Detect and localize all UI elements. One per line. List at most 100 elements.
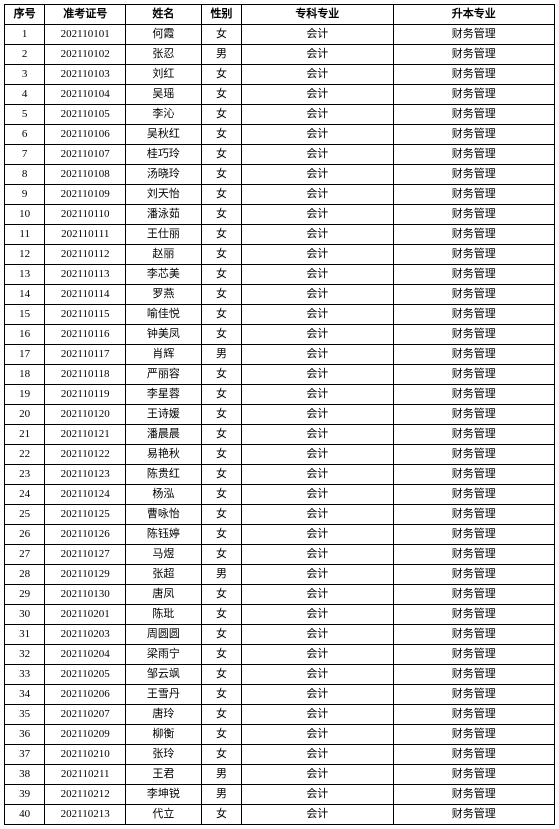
cell-seq: 10 (5, 205, 45, 225)
cell-major2: 财务管理 (393, 525, 555, 545)
cell-name: 柳衡 (126, 725, 202, 745)
table-row: 36202110209柳衡女会计财务管理 (5, 725, 555, 745)
cell-name: 王雪丹 (126, 685, 202, 705)
cell-major2: 财务管理 (393, 185, 555, 205)
cell-seq: 17 (5, 345, 45, 365)
cell-gender: 女 (201, 485, 241, 505)
cell-seq: 34 (5, 685, 45, 705)
cell-seq: 39 (5, 785, 45, 805)
cell-gender: 女 (201, 425, 241, 445)
cell-major1: 会计 (242, 145, 393, 165)
cell-gender: 女 (201, 465, 241, 485)
cell-seq: 28 (5, 565, 45, 585)
cell-major1: 会计 (242, 525, 393, 545)
cell-major2: 财务管理 (393, 805, 555, 825)
table-row: 21202110121潘晨晨女会计财务管理 (5, 425, 555, 445)
cell-name: 邹云飒 (126, 665, 202, 685)
cell-major2: 财务管理 (393, 545, 555, 565)
cell-seq: 29 (5, 585, 45, 605)
table-row: 19202110119李星蓉女会计财务管理 (5, 385, 555, 405)
cell-major1: 会计 (242, 265, 393, 285)
cell-gender: 女 (201, 725, 241, 745)
cell-major1: 会计 (242, 385, 393, 405)
cell-seq: 35 (5, 705, 45, 725)
table-row: 40202110213代立女会计财务管理 (5, 805, 555, 825)
cell-seq: 36 (5, 725, 45, 745)
cell-major1: 会计 (242, 405, 393, 425)
cell-gender: 女 (201, 145, 241, 165)
cell-gender: 女 (201, 385, 241, 405)
cell-gender: 女 (201, 245, 241, 265)
cell-examId: 202110127 (45, 545, 126, 565)
cell-examId: 202110112 (45, 245, 126, 265)
cell-examId: 202110107 (45, 145, 126, 165)
cell-name: 罗燕 (126, 285, 202, 305)
table-row: 31202110203周圆圆女会计财务管理 (5, 625, 555, 645)
cell-examId: 202110211 (45, 765, 126, 785)
table-row: 3202110103刘红女会计财务管理 (5, 65, 555, 85)
cell-examId: 202110125 (45, 505, 126, 525)
table-row: 23202110123陈贵红女会计财务管理 (5, 465, 555, 485)
cell-gender: 女 (201, 205, 241, 225)
table-row: 7202110107桂巧玲女会计财务管理 (5, 145, 555, 165)
cell-gender: 女 (201, 505, 241, 525)
cell-seq: 2 (5, 45, 45, 65)
cell-gender: 女 (201, 285, 241, 305)
cell-examId: 202110115 (45, 305, 126, 325)
cell-examId: 202110205 (45, 665, 126, 685)
table-row: 10202110110潘泳茹女会计财务管理 (5, 205, 555, 225)
cell-seq: 1 (5, 25, 45, 45)
cell-major1: 会计 (242, 325, 393, 345)
cell-name: 李星蓉 (126, 385, 202, 405)
cell-gender: 女 (201, 365, 241, 385)
cell-gender: 女 (201, 645, 241, 665)
cell-major1: 会计 (242, 645, 393, 665)
cell-name: 马煜 (126, 545, 202, 565)
cell-examId: 202110101 (45, 25, 126, 45)
cell-seq: 38 (5, 765, 45, 785)
cell-major1: 会计 (242, 705, 393, 725)
table-row: 38202110211王君男会计财务管理 (5, 765, 555, 785)
cell-major2: 财务管理 (393, 505, 555, 525)
cell-major1: 会计 (242, 565, 393, 585)
cell-seq: 31 (5, 625, 45, 645)
cell-major1: 会计 (242, 185, 393, 205)
cell-major1: 会计 (242, 765, 393, 785)
cell-seq: 19 (5, 385, 45, 405)
cell-major1: 会计 (242, 425, 393, 445)
cell-gender: 男 (201, 345, 241, 365)
cell-examId: 202110105 (45, 105, 126, 125)
cell-name: 张玲 (126, 745, 202, 765)
table-row: 22202110122易艳秋女会计财务管理 (5, 445, 555, 465)
cell-name: 杨泓 (126, 485, 202, 505)
cell-gender: 女 (201, 525, 241, 545)
table-row: 34202110206王雪丹女会计财务管理 (5, 685, 555, 705)
cell-major2: 财务管理 (393, 425, 555, 445)
cell-gender: 女 (201, 105, 241, 125)
cell-major2: 财务管理 (393, 625, 555, 645)
cell-name: 易艳秋 (126, 445, 202, 465)
cell-name: 曹咏怡 (126, 505, 202, 525)
cell-name: 梁雨宁 (126, 645, 202, 665)
cell-major1: 会计 (242, 125, 393, 145)
cell-major1: 会计 (242, 105, 393, 125)
cell-seq: 16 (5, 325, 45, 345)
cell-major2: 财务管理 (393, 105, 555, 125)
cell-name: 潘泳茹 (126, 205, 202, 225)
cell-name: 吴秋红 (126, 125, 202, 145)
cell-major1: 会计 (242, 285, 393, 305)
cell-major2: 财务管理 (393, 65, 555, 85)
cell-major2: 财务管理 (393, 465, 555, 485)
cell-examId: 202110118 (45, 365, 126, 385)
cell-name: 张超 (126, 565, 202, 585)
cell-seq: 37 (5, 745, 45, 765)
cell-major2: 财务管理 (393, 365, 555, 385)
cell-seq: 11 (5, 225, 45, 245)
cell-name: 刘红 (126, 65, 202, 85)
cell-name: 肖辉 (126, 345, 202, 365)
cell-seq: 6 (5, 125, 45, 145)
cell-gender: 女 (201, 305, 241, 325)
cell-gender: 女 (201, 585, 241, 605)
cell-gender: 女 (201, 265, 241, 285)
header-name: 姓名 (126, 5, 202, 25)
